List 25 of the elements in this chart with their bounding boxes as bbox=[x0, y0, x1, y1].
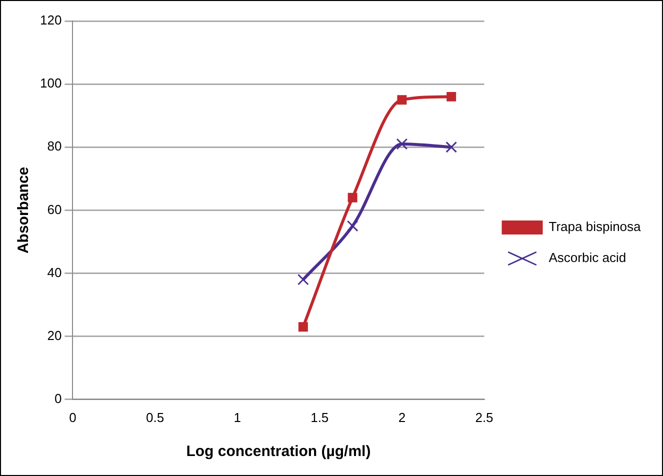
point bbox=[397, 95, 407, 105]
x-tick-label: 1.5 bbox=[310, 410, 329, 425]
y-tick-label: 40 bbox=[47, 264, 62, 280]
y-axis-title: Absorbance bbox=[15, 166, 32, 254]
point bbox=[396, 138, 408, 150]
x-tick-label: 1 bbox=[234, 410, 241, 425]
y-tick-label: 80 bbox=[47, 138, 62, 154]
y-tick-label: 20 bbox=[47, 328, 62, 343]
point bbox=[346, 220, 358, 232]
y-tick-label: 100 bbox=[40, 76, 62, 91]
legend-label: Ascorbic acid bbox=[548, 250, 626, 266]
point bbox=[446, 141, 458, 153]
legend-label: Trapa bispinosa bbox=[548, 219, 642, 234]
y-tick-label: 60 bbox=[47, 202, 62, 217]
y-tick-label: 120 bbox=[40, 12, 62, 28]
x-tick-label: 0.5 bbox=[146, 410, 164, 425]
x-tick-label: 2 bbox=[398, 410, 406, 425]
x-axis-title: Log concentration (µg/ml) bbox=[186, 443, 371, 460]
x-tick-label: 0 bbox=[69, 410, 76, 425]
point bbox=[446, 92, 456, 102]
point bbox=[298, 322, 308, 332]
y-tick-label: 0 bbox=[54, 390, 62, 406]
point bbox=[297, 274, 309, 286]
x-tick-label: 2.5 bbox=[475, 410, 494, 425]
point bbox=[348, 192, 358, 202]
